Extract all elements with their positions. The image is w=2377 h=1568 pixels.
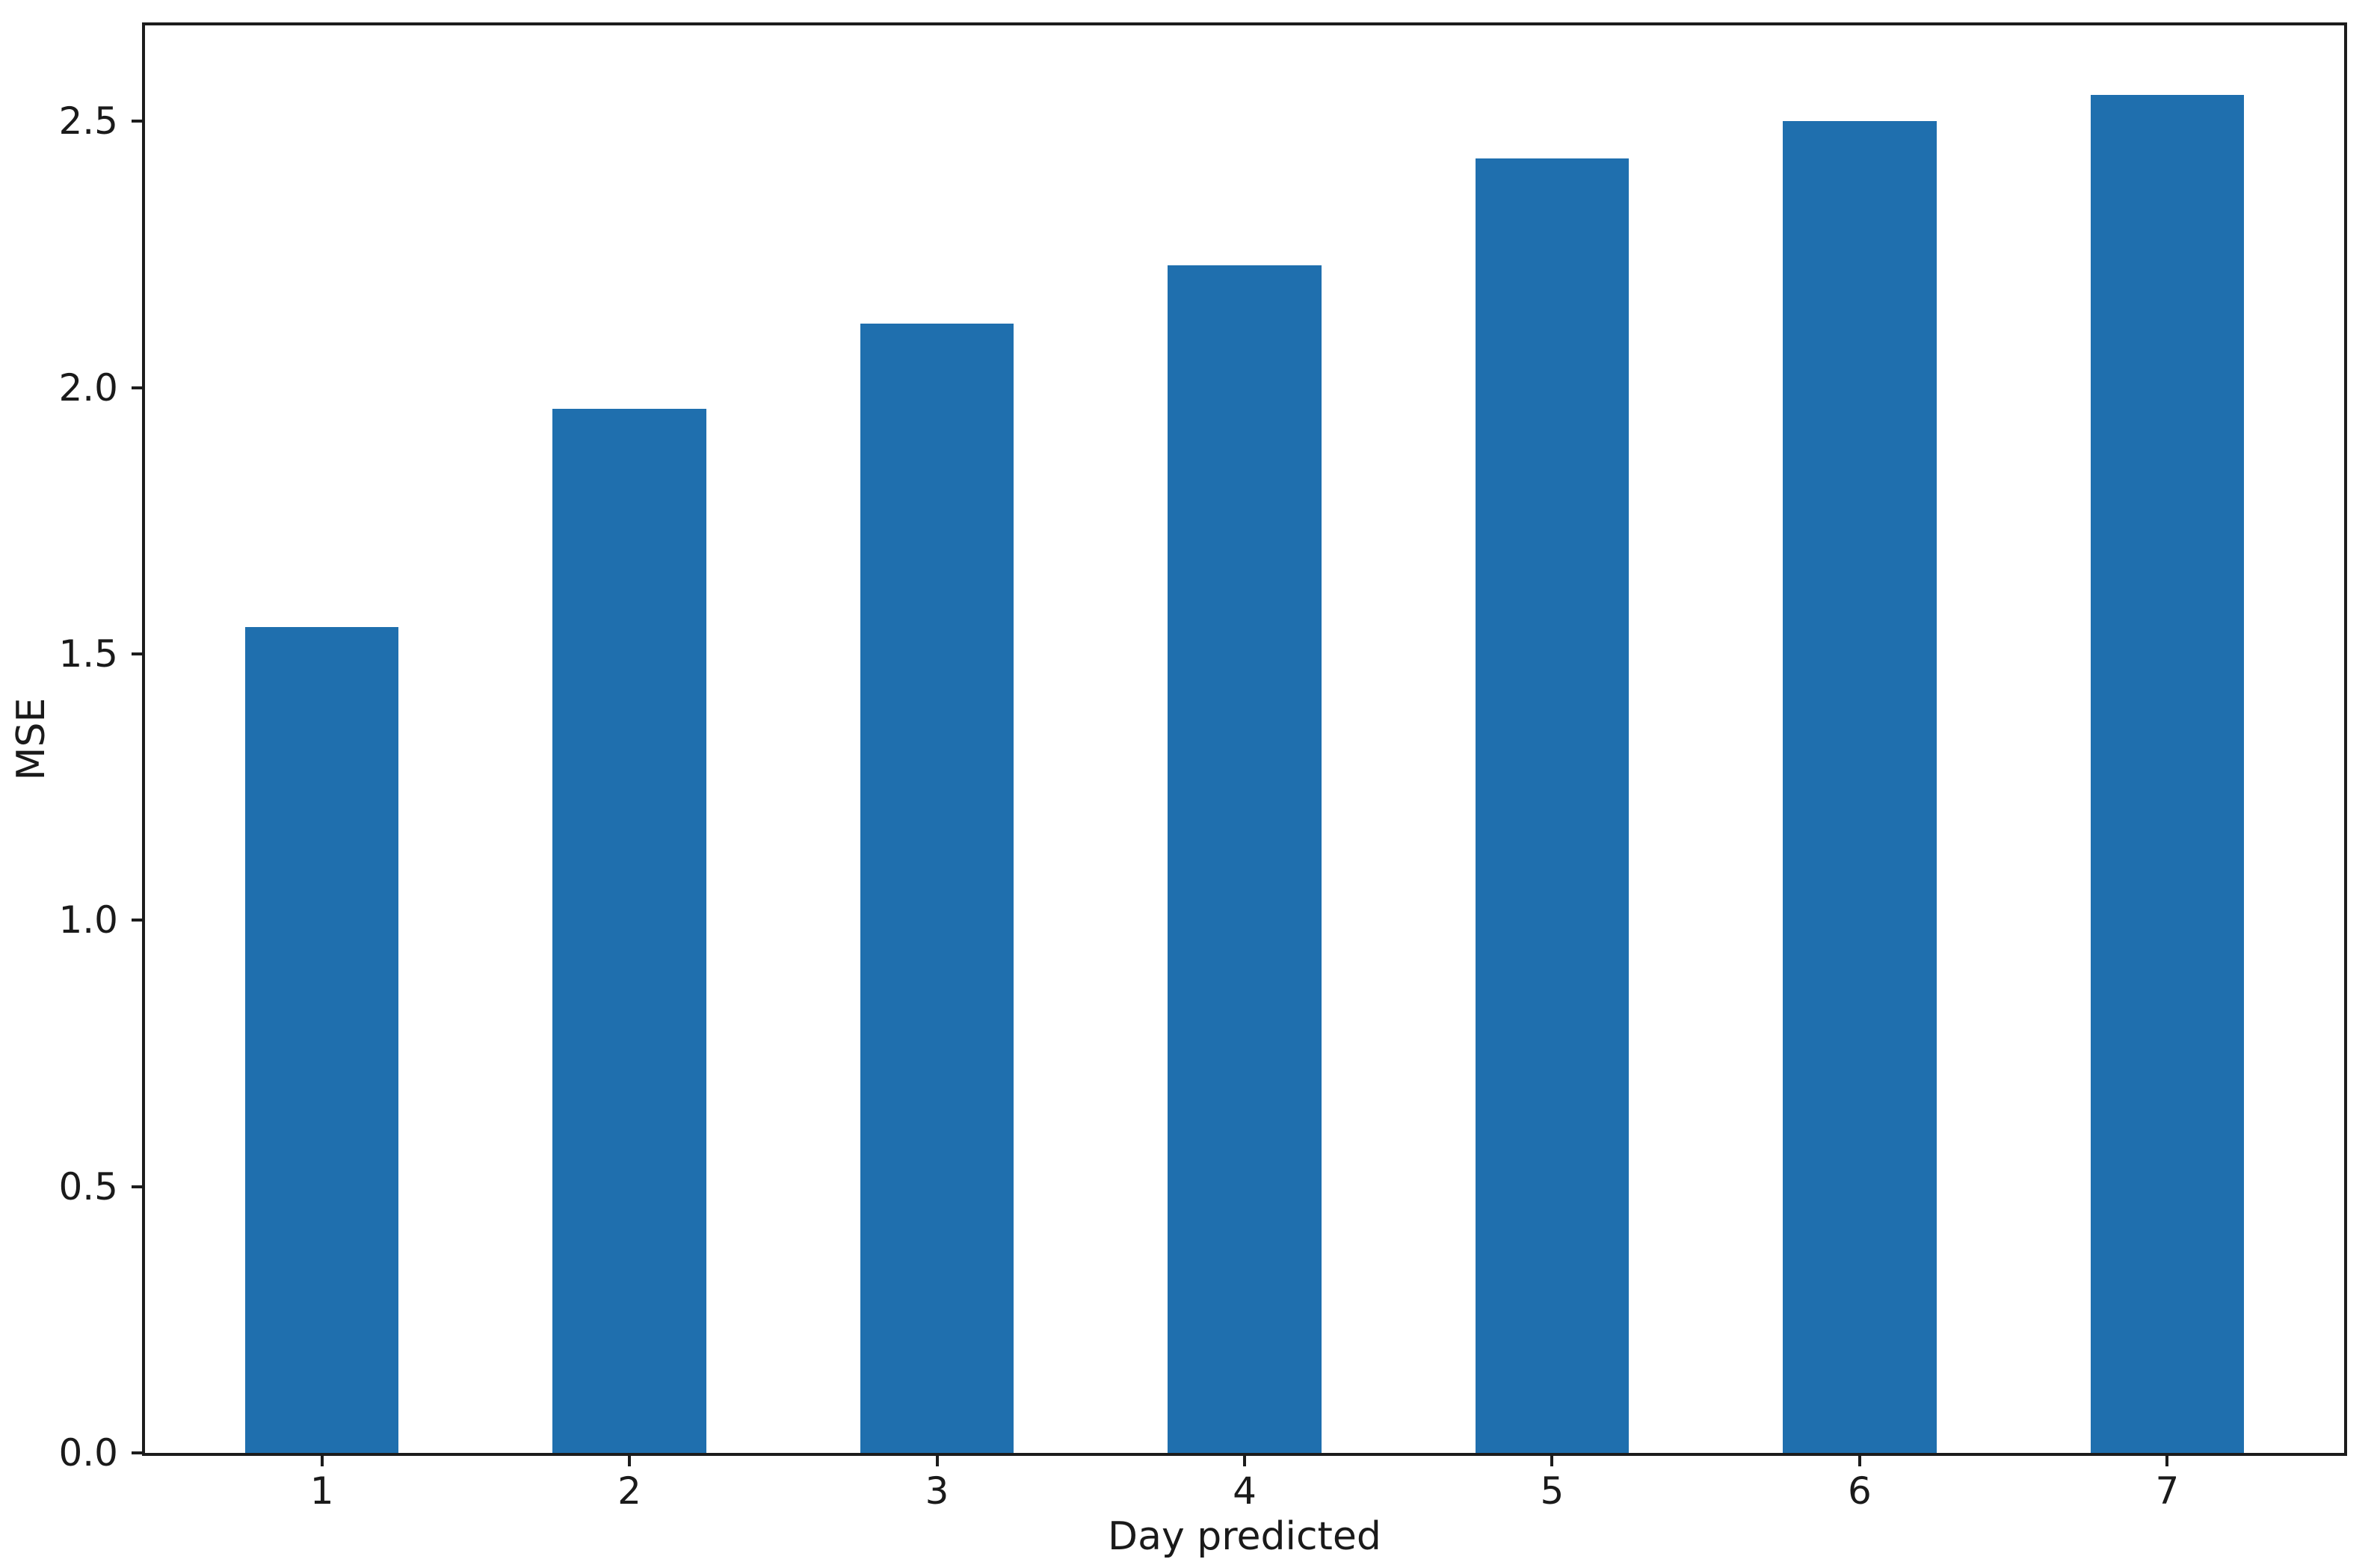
x-tick-mark (1550, 1456, 1554, 1466)
x-tick-mark (1243, 1456, 1246, 1466)
y-tick-label: 0.5 (58, 1164, 118, 1209)
y-tick-label: 1.5 (58, 632, 118, 676)
x-tick-label: 1 (309, 1469, 334, 1513)
y-tick-label: 0.0 (58, 1431, 118, 1475)
bar-day-6 (1783, 121, 1937, 1453)
bar-day-1 (244, 627, 399, 1453)
y-tick-mark (132, 120, 142, 123)
y-tick-label: 2.0 (58, 365, 118, 410)
bar-day-7 (2090, 94, 2245, 1453)
x-tick-mark (628, 1456, 632, 1466)
bar-day-5 (1475, 158, 1630, 1453)
plot-area: 0.0 0.5 1.0 1.5 2.0 2.5 1 2 3 4 5 6 7 (58, 22, 2347, 1510)
bar-day-3 (860, 324, 1014, 1453)
y-tick-mark (132, 386, 142, 389)
x-tick-label: 5 (1540, 1469, 1564, 1513)
y-tick-mark (132, 919, 142, 922)
x-tick-label: 7 (2155, 1469, 2180, 1513)
bar-day-4 (1168, 265, 1322, 1453)
x-tick-mark (320, 1456, 324, 1466)
x-tick-mark (935, 1456, 939, 1466)
y-tick-mark (132, 652, 142, 655)
y-tick-label: 1.0 (58, 898, 118, 942)
x-tick-label: 4 (1233, 1469, 1257, 1513)
x-tick-mark (2165, 1456, 2169, 1466)
y-tick-mark (132, 1451, 142, 1454)
bar-day-2 (552, 409, 706, 1453)
x-axis-label: Day predicted (1108, 1514, 1381, 1559)
x-tick-label: 6 (1848, 1469, 1872, 1513)
y-tick-mark (132, 1185, 142, 1188)
x-tick-label: 2 (617, 1469, 641, 1513)
x-tick-label: 3 (925, 1469, 949, 1513)
y-axis-label: MSE (9, 697, 54, 781)
x-tick-mark (1857, 1456, 1861, 1466)
y-tick-label: 2.5 (58, 99, 118, 143)
